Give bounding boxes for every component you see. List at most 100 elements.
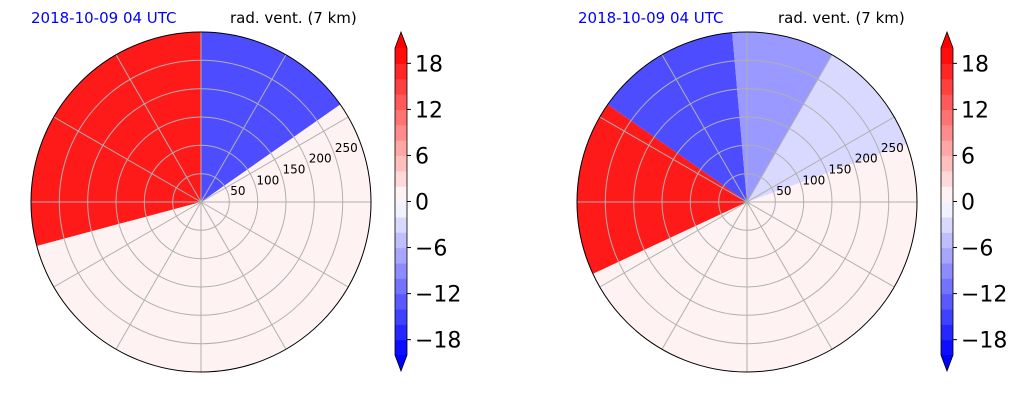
colorbar-level xyxy=(395,186,407,203)
colorbar-tick-label: 0 xyxy=(415,191,429,216)
colorbar-left: 18 12 6 0 −6 −12 −18 xyxy=(394,30,461,373)
colorbar-extend-max xyxy=(395,32,407,48)
colorbar-level xyxy=(395,94,407,110)
radial-tick-label-4: 250 xyxy=(881,141,904,155)
azimuth-line-5 xyxy=(53,116,202,203)
colorbar-level xyxy=(941,339,953,356)
colorbar-level xyxy=(941,324,953,341)
colorbar-tick-label: −6 xyxy=(415,237,447,262)
colorbar-tick-label: 6 xyxy=(961,144,975,169)
colorbar-tick-label: 18 xyxy=(415,52,443,77)
date-label-right: 2018-10-09 04 UTC xyxy=(578,9,724,27)
radial-tick-label-2: 150 xyxy=(829,163,852,177)
azimuth-line-4 xyxy=(115,54,202,203)
radial-tick-label-2: 150 xyxy=(283,163,306,177)
azimuth-line-8 xyxy=(661,201,748,350)
colorbar-level xyxy=(395,293,407,310)
colorbar-level xyxy=(941,124,953,141)
azimuth-line-7 xyxy=(599,201,748,288)
colorbar-tick-label: −12 xyxy=(415,283,461,308)
azimuth-line-8 xyxy=(115,201,202,350)
field-sector-2 xyxy=(732,32,832,202)
radial-tick-label-1: 100 xyxy=(802,173,825,187)
colorbar-level xyxy=(395,124,407,141)
colorbar-extend-min xyxy=(941,355,953,371)
colorbar-tick-label: 18 xyxy=(961,52,989,77)
colorbar-level xyxy=(395,216,407,233)
field-sector-1 xyxy=(201,32,341,202)
colorbar-level xyxy=(395,140,407,157)
colorbar-level xyxy=(395,63,407,80)
colorbar-tick-label: −18 xyxy=(415,329,461,354)
colorbar-right: 18 12 6 0 −6 −12 −18 xyxy=(940,30,1007,373)
colorbar-level xyxy=(941,155,953,172)
colorbar-level xyxy=(941,94,953,110)
colorbar-level xyxy=(395,339,407,356)
colorbar-outline xyxy=(940,30,954,373)
colorbar-level xyxy=(941,109,953,126)
colorbar-level xyxy=(941,293,953,310)
colorbar-tick-label: −18 xyxy=(961,329,1007,354)
azimuth-line-2 xyxy=(746,54,833,203)
colorbar-level xyxy=(395,232,407,249)
radial-tick-label-1: 100 xyxy=(256,173,279,187)
polar-boundary-right xyxy=(576,31,918,373)
colorbar-level xyxy=(941,78,953,95)
azimuth-line-5 xyxy=(599,116,748,203)
colorbar-extend-max xyxy=(941,32,953,48)
colorbar-level xyxy=(941,247,953,264)
colorbar-level xyxy=(395,170,407,187)
radial-tick-label-0: 50 xyxy=(776,184,791,198)
polar-boundary-left xyxy=(30,31,372,373)
azimuth-line-10 xyxy=(200,201,287,350)
colorbar-outline xyxy=(394,30,408,373)
title-right: rad. vent. (7 km) xyxy=(778,9,905,27)
azimuth-line-1 xyxy=(746,116,895,203)
polar-grid-left xyxy=(31,32,371,372)
azimuth-line-10 xyxy=(746,201,833,350)
field-sector-2 xyxy=(36,104,371,372)
azimuth-line-7 xyxy=(53,201,202,288)
colorbar-tick-label: 12 xyxy=(961,98,989,123)
date-label-left: 2018-10-09 04 UTC xyxy=(31,9,177,27)
colorbar-level xyxy=(941,186,953,203)
colorbar-level xyxy=(941,63,953,80)
polar-grid-right xyxy=(577,32,917,372)
colorbar-level xyxy=(395,308,407,325)
colorbar-level xyxy=(395,278,407,295)
colorbar-level xyxy=(941,48,953,64)
colorbar-level xyxy=(941,232,953,249)
colorbar-level xyxy=(395,247,407,264)
colorbar-level xyxy=(941,216,953,233)
colorbar-tick-label: 12 xyxy=(415,98,443,123)
radial-tick-label-3: 200 xyxy=(855,152,878,166)
azimuth-line-11 xyxy=(746,201,895,288)
colorbar-level xyxy=(395,109,407,126)
colorbar-level xyxy=(395,155,407,172)
field-sector-3 xyxy=(747,54,907,202)
colorbar-level xyxy=(941,201,953,218)
colorbar-tick-label: 6 xyxy=(415,144,429,169)
colorbar-extend-min xyxy=(395,355,407,371)
radial-tick-label-0: 50 xyxy=(230,184,245,198)
radial-tick-label-3: 200 xyxy=(309,152,332,166)
azimuth-line-2 xyxy=(200,54,287,203)
colorbar-level xyxy=(395,48,407,64)
colorbar-tick-label: 0 xyxy=(961,191,975,216)
colorbar-tick-label: −12 xyxy=(961,283,1007,308)
colorbar-level xyxy=(395,262,407,279)
colorbar-level xyxy=(941,262,953,279)
azimuth-line-1 xyxy=(200,116,349,203)
azimuth-line-4 xyxy=(661,54,748,203)
radial-tick-label-4: 250 xyxy=(335,141,358,155)
colorbar-level xyxy=(395,324,407,341)
title-left: rad. vent. (7 km) xyxy=(230,9,357,27)
polar-panel-right: 2018-10-09 04 UTC rad. vent. (7 km) 50 10… xyxy=(576,9,918,373)
field-sector-0 xyxy=(577,104,747,274)
colorbar-level xyxy=(941,140,953,157)
colorbar-tick-label: −6 xyxy=(961,237,993,262)
colorbar-level xyxy=(395,201,407,218)
